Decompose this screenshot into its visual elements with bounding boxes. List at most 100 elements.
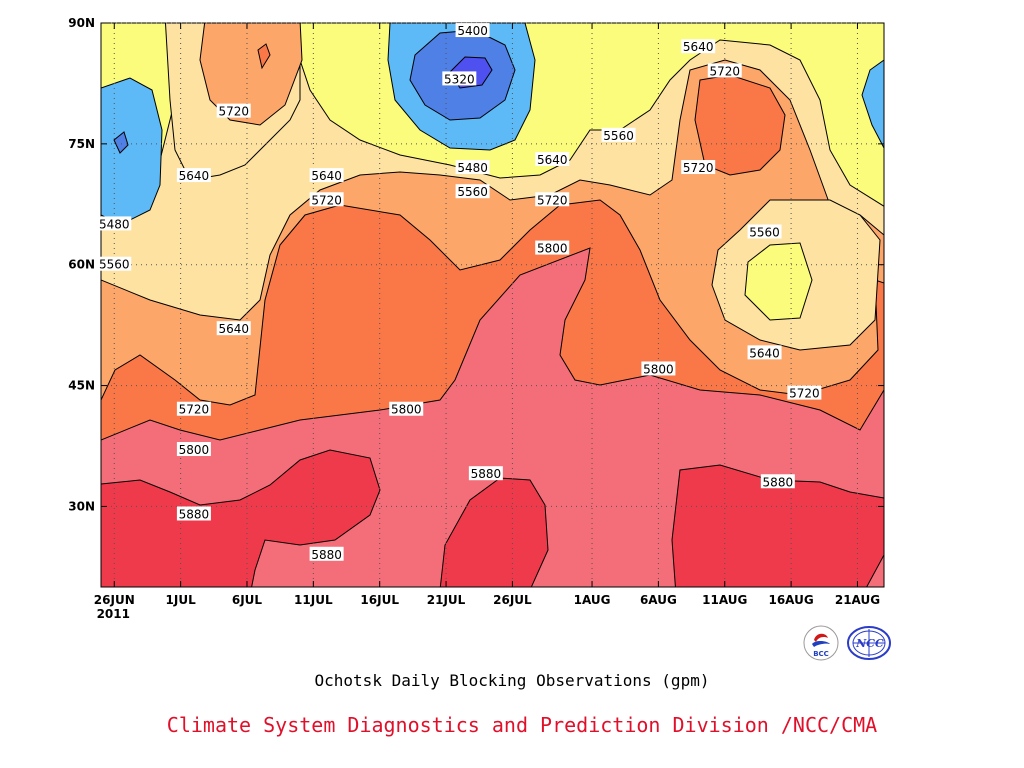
- contour-label-text: 5720: [179, 403, 210, 417]
- contour-label-bg: [176, 506, 211, 521]
- contour-label-text: 5800: [643, 362, 674, 376]
- x-tick-label: 1JUL: [166, 593, 197, 607]
- credit-line: Climate System Diagnostics and Predictio…: [166, 713, 878, 737]
- x-tick-label: 26JUN: [94, 593, 135, 607]
- contour-labels: 5400 5320 5480 5560 5640 5720 5560 5640 5720 5720…: [97, 23, 822, 562]
- contour-label-text: 5640: [683, 40, 714, 54]
- contour-label: 5640: [176, 168, 211, 183]
- y-tick-label: 75N: [68, 137, 95, 151]
- contour-label: 5720: [681, 160, 716, 175]
- contour-label: 5720: [535, 192, 570, 207]
- y-tick-label: 30N: [68, 499, 95, 513]
- contour-label: 5640: [535, 151, 570, 167]
- contour-label-bg: [641, 361, 676, 376]
- contour-label-bg: [389, 401, 424, 416]
- contour-label-text: 5640: [311, 169, 342, 183]
- region-5320-5400-left: [113, 131, 129, 154]
- svg-text:NCC: NCC: [855, 637, 884, 650]
- contour-label-text: 5880: [471, 467, 502, 481]
- contour-label-bg: [455, 160, 490, 175]
- contour-label-text: 5720: [709, 64, 740, 78]
- contour-label: 5720: [176, 401, 211, 417]
- contour-fill-layer: [101, 23, 884, 587]
- contour-label-bg: [535, 240, 570, 255]
- contour-label-text: 5880: [311, 548, 342, 562]
- y-tick-label: 45N: [68, 379, 95, 393]
- x-tick-label: 26JUL: [493, 593, 532, 607]
- contour-label-bg: [681, 160, 716, 175]
- contour-label: 5640: [216, 321, 251, 336]
- contour-label: 5720: [216, 103, 251, 119]
- contour-label-text: 5800: [537, 242, 568, 256]
- region-5720-5800-right: [694, 74, 786, 176]
- contour-label-bg: [309, 192, 344, 207]
- contour-label-text: 5720: [537, 193, 568, 207]
- plot-frame: [100, 22, 885, 588]
- y-tick-label: 60N: [68, 258, 95, 272]
- contour-label-text: 5800: [391, 403, 422, 417]
- contour-label: 5560: [455, 184, 490, 199]
- contour-label-bg: [309, 546, 344, 561]
- contour-label-text: 5640: [218, 322, 249, 336]
- region-5720-5800-topleft: [257, 43, 271, 70]
- contour-label: 5800: [535, 240, 570, 256]
- x-year-label: 2011: [97, 607, 130, 621]
- contour-label-bg: [216, 103, 251, 118]
- x-tick-label: 16JUL: [360, 593, 399, 607]
- contour-label-text: 5320: [444, 72, 475, 86]
- contour-label-bg: [455, 184, 490, 199]
- contour-label: 5560: [97, 256, 132, 272]
- contour-label: 5640: [309, 168, 344, 183]
- contour-label-bg: [707, 63, 742, 78]
- contour-label-bg: [309, 168, 344, 183]
- contour-label-text: 5560: [457, 185, 488, 199]
- x-tick-label: 21JUL: [427, 593, 466, 607]
- contour-label: 5800: [641, 361, 676, 376]
- contour-label-bg: [176, 168, 211, 183]
- contour-label-bg: [455, 23, 490, 38]
- contour-label: 5560: [747, 224, 782, 239]
- contour-label-text: 5640: [537, 153, 568, 167]
- contour-label: 5800: [389, 401, 424, 417]
- contour-label-bg: [176, 401, 211, 416]
- y-axis: 90N 75N 60N 45N 30N: [68, 16, 884, 513]
- contour-label: 5880: [468, 466, 503, 481]
- contour-label: 5640: [681, 39, 716, 54]
- region-above-5880-center: [439, 477, 549, 587]
- x-tick-label: 1AUG: [574, 593, 611, 607]
- contour-label-bg: [468, 466, 503, 481]
- contour-label-bg: [760, 474, 795, 489]
- contour-label-text: 5720: [683, 161, 714, 175]
- contour-label: 5480: [97, 216, 132, 231]
- contour-label: 5800: [176, 442, 211, 457]
- region-5480-5560-right: [744, 242, 813, 321]
- contour-label-bg: [535, 151, 570, 166]
- region-5400-5480-right: [861, 59, 884, 149]
- contour-label-text: 5720: [311, 193, 342, 207]
- chart-title: Ochotsk Daily Blocking Observations (gpm…: [314, 671, 710, 690]
- svg-text:BCC: BCC: [813, 650, 829, 658]
- contour-label-text: 5880: [763, 475, 794, 489]
- contour-label-text: 5640: [179, 169, 210, 183]
- ncc-logo-icon: NCC: [847, 626, 891, 660]
- grid-layer: [101, 22, 884, 587]
- contour-label-text: 5480: [457, 161, 488, 175]
- y-tick-label: 90N: [68, 16, 95, 30]
- contour-label-text: 5640: [749, 346, 780, 360]
- contour-label: 5720: [707, 63, 742, 78]
- contour-label-bg: [216, 321, 251, 336]
- contour-label: 5720: [787, 385, 822, 401]
- x-tick-label: 11JUL: [294, 593, 333, 607]
- contour-label: 5320: [442, 71, 477, 86]
- contour-label-bg: [681, 39, 716, 54]
- contour-label: 5640: [747, 345, 782, 360]
- contour-label: 5400: [455, 23, 490, 38]
- x-tick-label: 11AUG: [702, 593, 747, 607]
- contour-label: 5560: [601, 127, 636, 143]
- contour-label-text: 5560: [749, 225, 780, 239]
- contour-label-text: 5720: [218, 105, 249, 119]
- contour-label: 5720: [309, 192, 344, 207]
- contour-label-bg: [601, 127, 636, 142]
- contour-label: 5880: [760, 474, 795, 489]
